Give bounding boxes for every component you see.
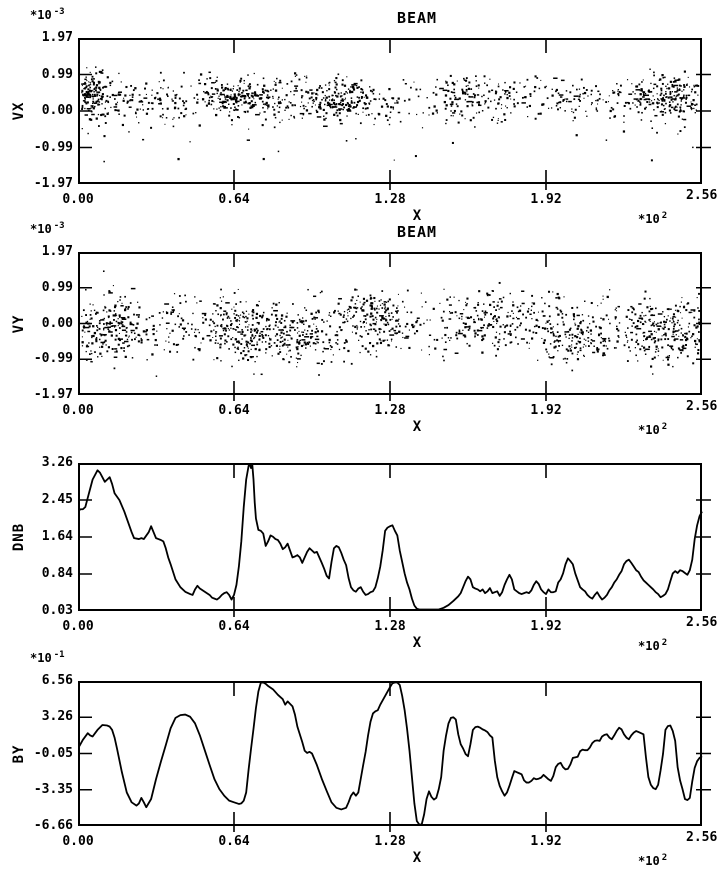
x-tick-label: 0.64: [218, 619, 250, 634]
vx-y-scale-factor: *10 -3: [30, 7, 65, 25]
y-scale-exponent: -1: [53, 650, 65, 660]
x-tick-label: 1.28: [374, 834, 406, 849]
y-tick-label: 3.26: [41, 709, 73, 725]
y-tick-label: 2.45: [41, 492, 73, 507]
y-tick-label: 1.64: [41, 529, 73, 544]
x-tick-label-end: 2.56: [686, 830, 718, 845]
vy-y-scale-factor: *10 -3: [30, 221, 65, 239]
vy-x-scale-factor: *10 2: [638, 422, 667, 440]
x-tick-label: 1.28: [374, 619, 406, 634]
vx-x-scale-factor: *10 2: [638, 211, 667, 229]
x-tick-label: 0.00: [62, 192, 94, 207]
x-scale-exponent: 2: [661, 638, 668, 648]
y-tick-label: 3.26: [41, 455, 73, 470]
dnb-line-canvas: [78, 463, 716, 619]
x-scale-base: *10: [638, 212, 660, 226]
x-axis-label: X: [412, 850, 422, 866]
x-tick-label: 1.92: [530, 834, 562, 849]
by-x-scale-factor: *10 2: [638, 853, 667, 871]
y-scale-base: *10: [30, 8, 52, 22]
x-tick-label: 0.64: [218, 192, 250, 207]
x-tick-label: 1.92: [530, 192, 562, 207]
by-line-canvas: [78, 681, 716, 834]
plot-title: BEAM: [396, 223, 438, 241]
by-y-scale-factor: *10 -1: [30, 650, 65, 668]
x-tick-label: 0.64: [218, 834, 250, 849]
y-scale-base: *10: [30, 222, 52, 236]
y-tick-label: -6.66: [33, 818, 73, 833]
x-scale-exponent: 2: [661, 211, 668, 221]
x-tick-label: 1.28: [374, 192, 406, 207]
x-axis-label: X: [412, 635, 422, 651]
x-tick-label-end: 2.56: [686, 399, 718, 414]
x-scale-base: *10: [638, 854, 660, 868]
x-tick-label: 1.92: [530, 403, 562, 418]
x-tick-label: 0.00: [62, 403, 94, 418]
y-tick-label: 0.99: [41, 279, 73, 295]
x-scale-exponent: 2: [661, 853, 668, 863]
vx-scatter-canvas: [78, 38, 716, 192]
y-tick-label: 1.97: [41, 30, 73, 45]
x-axis-label: X: [412, 208, 422, 224]
x-scale-base: *10: [638, 423, 660, 437]
y-tick-label: -1.97: [33, 387, 73, 402]
y-tick-label: -3.35: [33, 781, 73, 797]
x-tick-label-end: 2.56: [686, 615, 718, 630]
x-tick-label: 0.64: [218, 403, 250, 418]
x-tick-label: 1.92: [530, 619, 562, 634]
x-scale-exponent: 2: [661, 422, 668, 432]
x-tick-label: 0.00: [62, 619, 94, 634]
y-tick-label: -0.05: [33, 745, 73, 761]
y-tick-label: 0.00: [41, 315, 73, 331]
dnb-x-scale-factor: *10 2: [638, 638, 667, 656]
x-tick-label: 1.28: [374, 403, 406, 418]
y-tick-label: 1.97: [41, 244, 73, 259]
x-axis-label: X: [412, 419, 422, 435]
y-tick-label: -1.97: [33, 176, 73, 191]
y-tick-label: 0.00: [41, 103, 73, 118]
y-tick-label: -0.99: [33, 351, 73, 367]
y-tick-label: 6.56: [41, 673, 73, 688]
y-tick-label: 0.84: [41, 566, 73, 581]
y-tick-label: -0.99: [33, 139, 73, 155]
y-scale-exponent: -3: [53, 221, 65, 231]
x-tick-label-end: 2.56: [686, 188, 718, 203]
plot-title: BEAM: [396, 9, 438, 27]
y-tick-label: 0.99: [41, 66, 73, 82]
x-tick-label: 0.00: [62, 834, 94, 849]
y-tick-label: 0.03: [41, 603, 73, 618]
vy-scatter-canvas: [78, 252, 716, 403]
y-scale-exponent: -3: [53, 7, 65, 17]
x-scale-base: *10: [638, 639, 660, 653]
y-scale-base: *10: [30, 651, 52, 665]
